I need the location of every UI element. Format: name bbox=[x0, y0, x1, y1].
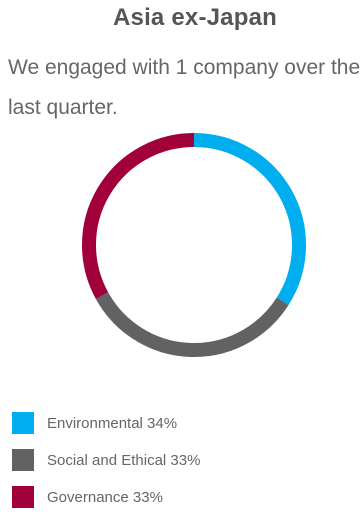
donut-slice-social-and-ethical bbox=[102, 296, 283, 350]
donut-chart bbox=[0, 130, 361, 390]
legend-swatch-governance bbox=[12, 486, 34, 508]
chart-title: Asia ex-Japan bbox=[0, 4, 361, 32]
legend-item-social-and-ethical: Social and Ethical 33% bbox=[12, 449, 352, 471]
donut-slice-governance bbox=[89, 140, 194, 296]
legend-item-governance: Governance 33% bbox=[12, 486, 352, 508]
chart-legend: Environmental 34% Social and Ethical 33%… bbox=[12, 412, 352, 523]
legend-swatch-social-and-ethical bbox=[12, 449, 34, 471]
donut-chart-svg bbox=[0, 130, 361, 390]
legend-label-governance: Governance 33% bbox=[47, 489, 163, 506]
legend-label-environmental: Environmental 34% bbox=[47, 415, 177, 432]
donut-slice-environmental bbox=[194, 140, 299, 301]
legend-item-environmental: Environmental 34% bbox=[12, 412, 352, 434]
chart-subtitle: We engaged with 1 company over the last … bbox=[8, 48, 361, 128]
legend-swatch-environmental bbox=[12, 412, 34, 434]
legend-label-social-and-ethical: Social and Ethical 33% bbox=[47, 452, 200, 469]
